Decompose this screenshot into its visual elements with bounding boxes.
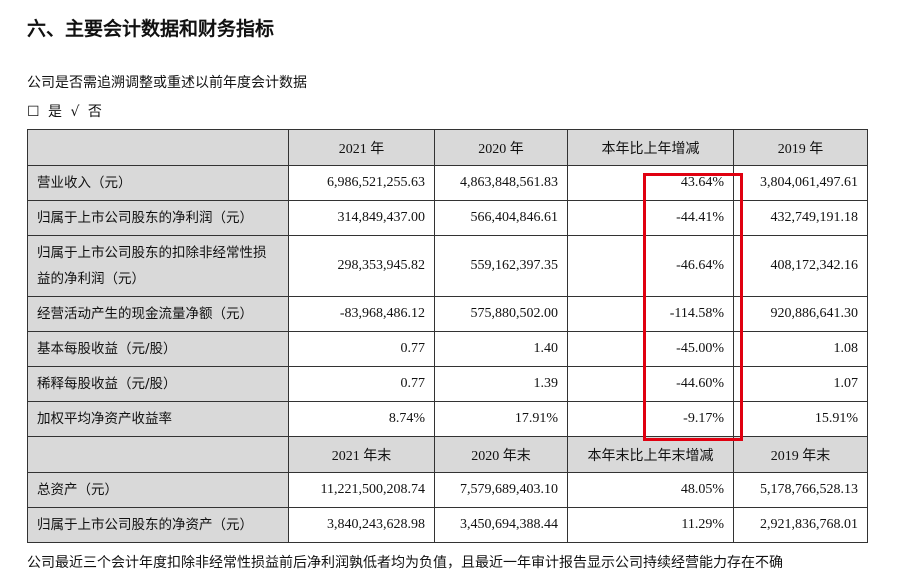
restatement-question: 公司是否需追溯调整或重述以前年度会计数据	[27, 75, 307, 91]
row-label: 归属于上市公司股东的净资产（元）	[27, 507, 289, 543]
cell-value: 0.77	[288, 366, 435, 402]
table-row: 归属于上市公司股东的净利润（元） 314,849,437.00 566,404,84…	[27, 200, 868, 236]
cell-value: 7,579,689,403.10	[434, 472, 568, 508]
cell-value: -83,968,486.12	[288, 296, 435, 332]
column-header	[27, 436, 289, 473]
column-header: 2019 年	[733, 129, 868, 166]
cell-value: 5,178,766,528.13	[733, 472, 868, 508]
cell-value: 3,804,061,497.61	[733, 165, 868, 201]
row-label: 归属于上市公司股东的净利润（元）	[27, 200, 289, 236]
table-row: 稀释每股收益（元/股） 0.77 1.39 -44.60% 1.07	[27, 366, 868, 402]
cell-value: -114.58%	[567, 296, 734, 332]
cell-value: -9.17%	[567, 401, 734, 437]
cell-value: 314,849,437.00	[288, 200, 435, 236]
row-label: 经营活动产生的现金流量净额（元）	[27, 296, 289, 332]
cell-value: 0.77	[288, 331, 435, 367]
financial-table: 2021 年 2020 年本年比上年增减 2019 年营业收入（元） 6,986,52…	[27, 129, 868, 543]
table-row: 加权平均净资产收益率 8.74% 17.91% -9.17% 15.91%	[27, 401, 868, 437]
row-label: 加权平均净资产收益率	[27, 401, 289, 437]
column-header: 本年末比上年末增减	[567, 436, 734, 473]
table-row: 总资产（元） 11,221,500,208.74 7,579,689,403.10 4…	[27, 472, 868, 508]
cell-value: 15.91%	[733, 401, 868, 437]
cell-value: 6,986,521,255.63	[288, 165, 435, 201]
cell-value: 575,880,502.00	[434, 296, 568, 332]
column-header: 本年比上年增减	[567, 129, 734, 166]
cell-value: 11.29%	[567, 507, 734, 543]
cell-value: 43.64%	[567, 165, 734, 201]
column-header: 2019 年末	[733, 436, 868, 473]
column-header: 2020 年末	[434, 436, 568, 473]
highlight-box	[643, 173, 743, 441]
cell-value: 17.91%	[434, 401, 568, 437]
cell-value: 3,840,243,628.98	[288, 507, 435, 543]
cell-value: 8.74%	[288, 401, 435, 437]
cell-value: 1.40	[434, 331, 568, 367]
cell-value: 408,172,342.16	[733, 235, 868, 297]
cell-value: -44.60%	[567, 366, 734, 402]
cell-value: 559,162,397.35	[434, 235, 568, 297]
footer-text: 公司最近三个会计年度扣除非经常性损益前后净利润孰低者均为负值，且最近一年审计报告…	[27, 555, 783, 571]
cell-value: 920,886,641.30	[733, 296, 868, 332]
header-row: 2021 年 2020 年本年比上年增减 2019 年	[27, 129, 868, 166]
cell-value: 2,921,836,768.01	[733, 507, 868, 543]
cell-value: 1.07	[733, 366, 868, 402]
row-label: 营业收入（元）	[27, 165, 289, 201]
row-label: 基本每股收益（元/股）	[27, 331, 289, 367]
cell-value: 432,749,191.18	[733, 200, 868, 236]
column-header	[27, 129, 289, 166]
table-row: 归属于上市公司股东的扣除非经常性损益的净利润（元） 298,353,945.82 5…	[27, 235, 868, 297]
row-label: 稀释每股收益（元/股）	[27, 366, 289, 402]
cell-value: 48.05%	[567, 472, 734, 508]
cell-value: 1.39	[434, 366, 568, 402]
cell-value: 298,353,945.82	[288, 235, 435, 297]
cell-value: 1.08	[733, 331, 868, 367]
cell-value: 11,221,500,208.74	[288, 472, 435, 508]
header-row: 2021 年末 2020 年末 本年末比上年末增减 2019 年末	[27, 436, 868, 473]
row-label: 归属于上市公司股东的扣除非经常性损益的净利润（元）	[27, 235, 289, 297]
table-row: 营业收入（元） 6,986,521,255.63 4,863,848,561.83 4…	[27, 165, 868, 201]
cell-value: 3,450,694,388.44	[434, 507, 568, 543]
column-header: 2021 年末	[288, 436, 435, 473]
column-header: 2021 年	[288, 129, 435, 166]
cell-value: 566,404,846.61	[434, 200, 568, 236]
section-heading: 六、主要会计数据和财务指标	[27, 18, 275, 40]
restatement-options: ☐ 是 √ 否	[27, 104, 102, 120]
cell-value: 4,863,848,561.83	[434, 165, 568, 201]
row-label: 总资产（元）	[27, 472, 289, 508]
column-header: 2020 年	[434, 129, 568, 166]
table-row: 归属于上市公司股东的净资产（元） 3,840,243,628.98 3,450,69…	[27, 507, 868, 543]
